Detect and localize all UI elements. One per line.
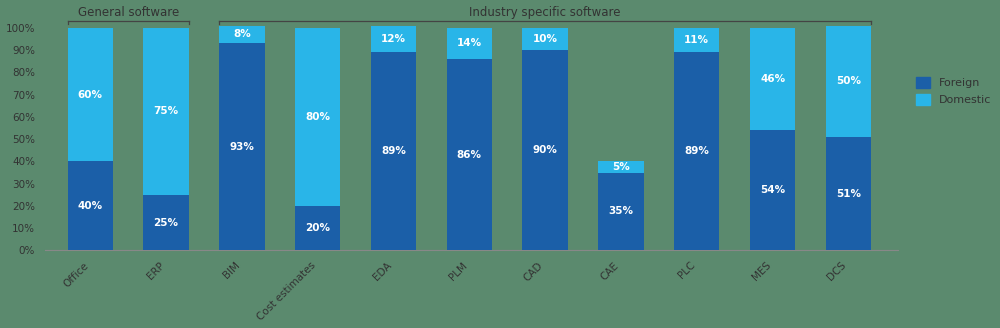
Bar: [522, 28, 568, 50]
Text: 89%: 89%: [381, 146, 406, 156]
Text: 40%: 40%: [78, 201, 103, 211]
Bar: [295, 206, 340, 250]
Bar: [371, 26, 416, 52]
Text: 8%: 8%: [233, 30, 251, 39]
Text: 51%: 51%: [836, 189, 861, 199]
Bar: [219, 43, 265, 250]
Bar: [750, 130, 795, 250]
Text: 93%: 93%: [229, 142, 254, 152]
Text: 12%: 12%: [381, 34, 406, 44]
Bar: [826, 26, 871, 137]
Text: 5%: 5%: [612, 162, 630, 172]
Text: 89%: 89%: [684, 146, 709, 156]
Text: 60%: 60%: [78, 90, 103, 100]
Text: 20%: 20%: [305, 223, 330, 233]
Text: 50%: 50%: [836, 76, 861, 86]
Text: 86%: 86%: [457, 150, 482, 160]
Bar: [447, 28, 492, 59]
Text: General software: General software: [78, 6, 179, 19]
Text: 25%: 25%: [154, 217, 179, 228]
Bar: [371, 52, 416, 250]
Bar: [598, 173, 644, 250]
Bar: [295, 28, 340, 206]
Text: 14%: 14%: [457, 38, 482, 49]
Bar: [826, 137, 871, 250]
Text: 75%: 75%: [154, 106, 179, 116]
Bar: [522, 50, 568, 250]
Bar: [143, 28, 189, 195]
Text: Industry specific software: Industry specific software: [469, 6, 621, 19]
Bar: [447, 59, 492, 250]
Text: 10%: 10%: [533, 34, 558, 44]
Text: 80%: 80%: [305, 112, 330, 122]
Bar: [68, 28, 113, 161]
Legend: Foreign, Domestic: Foreign, Domestic: [912, 72, 995, 110]
Text: 35%: 35%: [608, 206, 633, 216]
Text: 54%: 54%: [760, 185, 785, 195]
Bar: [219, 26, 265, 43]
Bar: [143, 195, 189, 250]
Bar: [68, 161, 113, 250]
Text: 11%: 11%: [684, 35, 709, 45]
Text: 90%: 90%: [533, 145, 558, 155]
Bar: [674, 28, 719, 52]
Bar: [750, 28, 795, 130]
Bar: [674, 52, 719, 250]
Bar: [598, 161, 644, 173]
Text: 46%: 46%: [760, 74, 785, 84]
